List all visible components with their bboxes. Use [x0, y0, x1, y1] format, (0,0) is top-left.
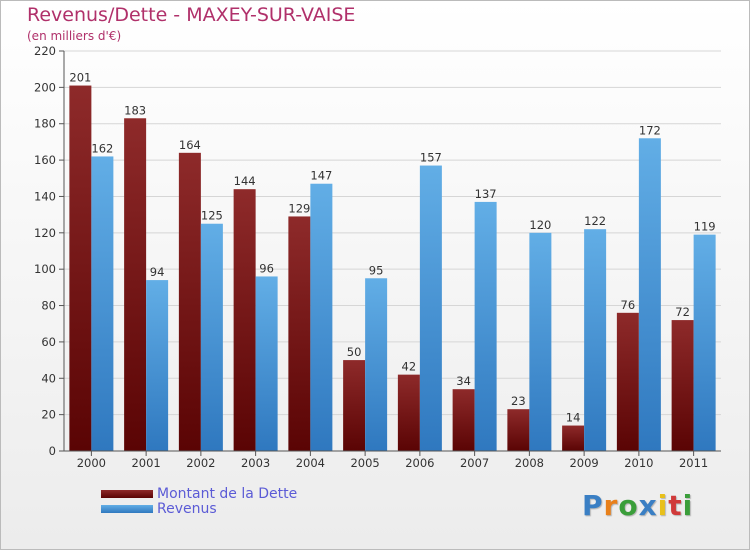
bar-dette [452, 389, 475, 451]
legend-swatch-dette [101, 490, 153, 498]
y-tick-label: 220 [34, 44, 56, 58]
data-label-revenus: 119 [694, 220, 716, 234]
data-label-dette: 183 [124, 103, 146, 117]
bar-dette [69, 85, 92, 451]
bar-dette [671, 320, 694, 451]
data-label-dette: 14 [566, 411, 581, 425]
bar-revenus [638, 138, 661, 452]
logo-letter: i [682, 489, 694, 522]
x-tick-label: 2009 [569, 456, 598, 470]
data-label-dette: 76 [621, 298, 636, 312]
data-label-revenus: 120 [529, 218, 551, 232]
data-label-dette: 50 [347, 345, 362, 359]
data-label-dette: 164 [179, 138, 201, 152]
data-label-dette: 72 [675, 305, 690, 319]
y-tick-label: 40 [41, 371, 56, 385]
data-label-revenus: 162 [91, 141, 113, 155]
bar-dette [397, 374, 420, 451]
data-label-revenus: 147 [310, 169, 332, 183]
bar-revenus [584, 229, 607, 451]
data-label-revenus: 94 [150, 265, 165, 279]
logo-letter: r [603, 489, 619, 522]
logo-letter: t [668, 489, 683, 522]
chart-subtitle: (en milliers d'€) [27, 29, 122, 43]
y-tick-label: 100 [34, 262, 56, 276]
data-label-revenus: 96 [259, 261, 274, 275]
bar-revenus [91, 156, 114, 452]
data-label-revenus: 95 [369, 263, 384, 277]
legend-swatch-revenus [101, 505, 153, 513]
y-tick-label: 160 [34, 153, 56, 167]
bar-dette [562, 425, 585, 451]
legend-label-revenus: Revenus [157, 501, 217, 517]
logo-letter: P [582, 489, 604, 522]
bar-revenus [146, 280, 169, 451]
y-tick-label: 60 [41, 335, 56, 349]
y-tick-label: 180 [34, 117, 56, 131]
data-label-revenus: 122 [584, 214, 606, 228]
data-label-dette: 23 [511, 394, 526, 408]
data-label-dette: 129 [288, 201, 310, 215]
data-label-revenus: 157 [420, 151, 442, 165]
y-tick-label: 200 [34, 80, 56, 94]
y-tick-label: 0 [49, 444, 56, 458]
x-tick-label: 2004 [296, 456, 325, 470]
bar-revenus [529, 232, 552, 451]
bar-dette [233, 189, 256, 451]
chart-title: Revenus/Dette - MAXEY-SUR-VAISE [27, 4, 356, 26]
y-tick-label: 20 [41, 408, 56, 422]
data-label-revenus: 137 [475, 187, 497, 201]
y-tick-label: 80 [41, 299, 56, 313]
x-tick-label: 2003 [241, 456, 270, 470]
bar-revenus [310, 183, 333, 451]
data-label-dette: 144 [234, 174, 256, 188]
bar-revenus [255, 276, 278, 451]
data-label-dette: 42 [402, 360, 417, 374]
x-tick-label: 2001 [131, 456, 160, 470]
bar-dette [124, 118, 147, 451]
bar-revenus [693, 234, 716, 451]
bar-dette [288, 216, 311, 451]
logo-letter: i [657, 489, 669, 522]
legend-label-dette: Montant de la Dette [157, 486, 298, 502]
y-tick-label: 120 [34, 226, 56, 240]
proxiti-logo: Proxiti [582, 489, 693, 522]
logo-letter: o [618, 489, 639, 522]
logo-letter: x [638, 489, 658, 522]
data-label-revenus: 172 [639, 123, 661, 137]
bar-dette [343, 360, 366, 451]
bar-revenus [419, 165, 442, 451]
x-tick-label: 2005 [350, 456, 379, 470]
bar-revenus [474, 201, 497, 451]
x-tick-label: 2000 [77, 456, 106, 470]
x-tick-label: 2011 [679, 456, 708, 470]
data-label-dette: 201 [69, 71, 91, 85]
x-tick-label: 2008 [515, 456, 544, 470]
data-label-dette: 34 [456, 374, 471, 388]
bar-revenus [365, 278, 388, 451]
x-tick-label: 2002 [186, 456, 215, 470]
x-tick-label: 2010 [624, 456, 653, 470]
y-tick-label: 140 [34, 189, 56, 203]
bar-dette [178, 152, 201, 451]
bar-dette [507, 409, 530, 451]
bar-dette [616, 312, 639, 451]
x-tick-label: 2006 [405, 456, 434, 470]
bar-revenus [200, 223, 223, 451]
data-label-revenus: 125 [201, 209, 223, 223]
x-tick-label: 2007 [460, 456, 489, 470]
